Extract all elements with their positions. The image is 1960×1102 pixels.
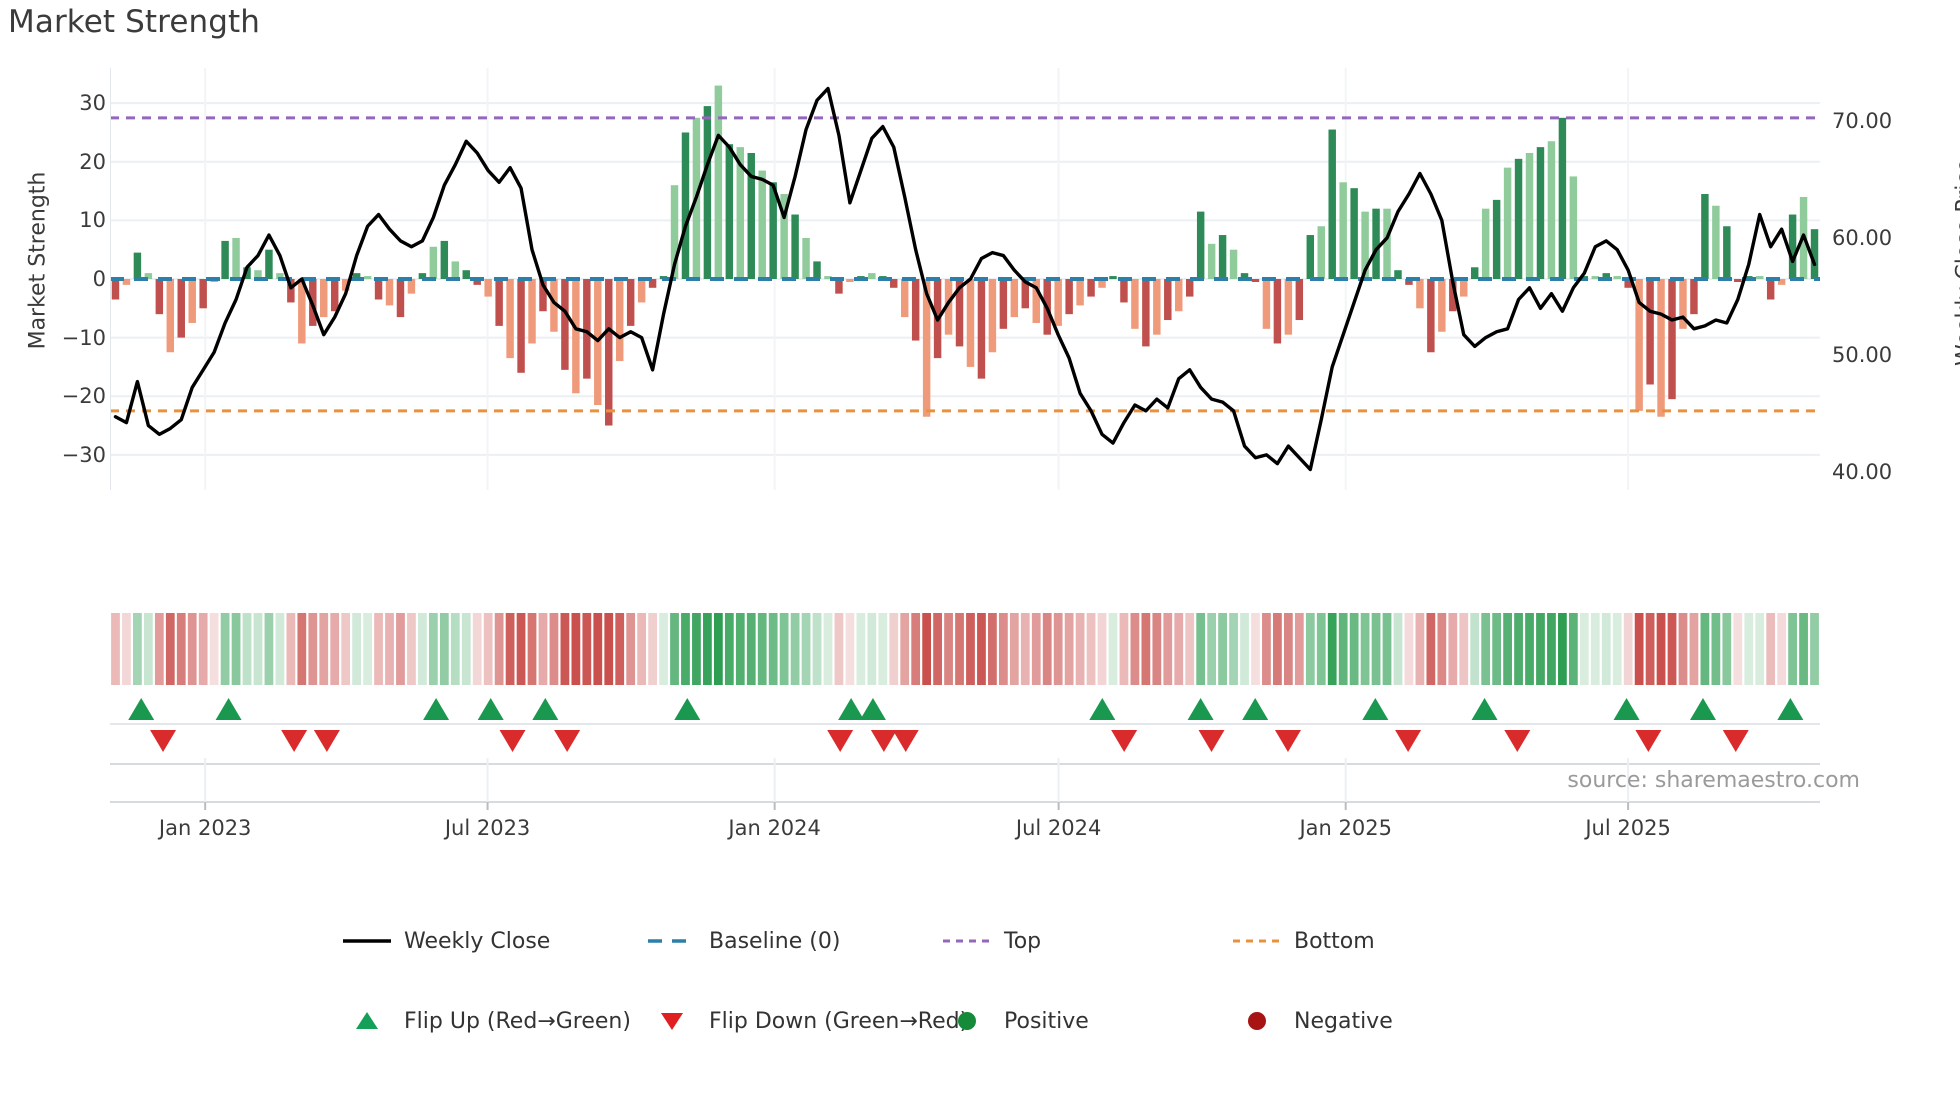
legend-label: Flip Down (Green→Red): [709, 1008, 969, 1034]
y-tick-right: 50.00: [1832, 343, 1893, 368]
solid-line-icon: [330, 928, 404, 954]
x-tick-label: Jan 2025: [1299, 816, 1392, 840]
legend-label: Baseline (0): [709, 928, 841, 954]
dotted-line-icon: [930, 928, 1004, 954]
y-axis-left-ticks: 30 20 10 0 −10 −20 −30: [28, 68, 106, 490]
circle-icon: [1220, 1008, 1294, 1034]
y-tick-left: −20: [61, 384, 106, 409]
legend-label: Top: [1004, 928, 1042, 954]
y-tick-right: 70.00: [1832, 108, 1893, 133]
x-tick-label: Jan 2024: [728, 816, 821, 840]
legend-item[interactable]: Negative: [1220, 1008, 1393, 1034]
legend-label: Flip Up (Red→Green): [404, 1008, 631, 1034]
x-tick-label: Jul 2025: [1585, 816, 1671, 840]
y-tick-left: 10: [79, 208, 106, 233]
legend-label: Bottom: [1294, 928, 1375, 954]
dashed-line-icon: [635, 928, 709, 954]
dotted-line-icon: [1220, 928, 1294, 954]
y-tick-left: −30: [61, 442, 106, 467]
y-axis-right-label: Weekly Close Price: [1952, 159, 1960, 366]
legend-item[interactable]: Bottom: [1220, 928, 1375, 954]
x-tick-label: Jul 2023: [444, 816, 531, 840]
legend-item[interactable]: Flip Down (Green→Red): [635, 1008, 968, 1034]
legend-label: Weekly Close: [404, 928, 551, 954]
legend-item[interactable]: Positive: [930, 1008, 1089, 1034]
page-title: Market Strength: [8, 4, 261, 40]
y-axis-right-ticks: 70.00 60.00 50.00 40.00: [1832, 68, 1942, 490]
x-axis-frame: [110, 758, 1820, 810]
legend-item[interactable]: Baseline (0): [635, 928, 840, 954]
flip-marker-row: [110, 690, 1820, 758]
legend-item[interactable]: Weekly Close: [330, 928, 550, 954]
legend-label: Positive: [1004, 1008, 1089, 1034]
x-tick-label: Jul 2024: [1015, 816, 1102, 840]
legend-row-1: Weekly Close Baseline (0) Top Bottom: [330, 928, 1630, 968]
x-tick-label: Jan 2023: [158, 816, 252, 840]
y-tick-left: 0: [92, 267, 106, 291]
chart-legend: Weekly Close Baseline (0) Top Bottom Flip U…: [330, 928, 1630, 1034]
legend-label: Negative: [1294, 1008, 1393, 1034]
y-tick-right: 40.00: [1832, 460, 1893, 485]
legend-row-2: Flip Up (Red→Green) Flip Down (Green→Red)…: [330, 968, 1630, 1034]
y-tick-right: 60.00: [1832, 225, 1893, 250]
source-credit: source: sharemaestro.com: [1567, 768, 1860, 793]
y-tick-left: 20: [79, 149, 106, 174]
legend-item[interactable]: Top: [930, 928, 1041, 954]
y-tick-left: 30: [79, 91, 106, 116]
triangle-up-icon: [330, 1008, 404, 1034]
circle-icon: [930, 1008, 1004, 1034]
legend-item[interactable]: Flip Up (Red→Green): [330, 1008, 631, 1034]
strength-heat-strip: [110, 613, 1820, 685]
y-tick-left: −10: [61, 325, 106, 350]
main-plot-area: [110, 68, 1820, 490]
triangle-down-icon: [635, 1008, 709, 1034]
